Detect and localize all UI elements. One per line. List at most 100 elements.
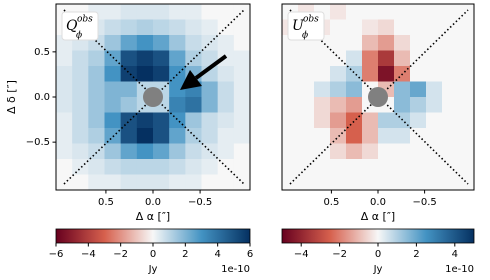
title-main: Q [66,18,78,34]
pixel [330,35,347,51]
pixel [458,174,475,191]
pixel [442,19,459,36]
pixel [72,159,89,175]
pixel [426,81,443,98]
pixel [394,97,411,113]
pixel [346,4,363,20]
pixel [330,4,347,20]
pixel [56,174,73,191]
pixel [346,112,363,129]
pixel [217,81,235,98]
pixel [185,19,202,36]
pixel [346,50,363,67]
pixel [88,50,105,67]
pixel [233,128,251,144]
pixel [136,50,154,67]
pixel [136,4,154,20]
pixel [201,159,219,175]
pixel [201,128,219,144]
colorbar-tick-label: 2 [413,249,419,260]
pixel [442,4,459,20]
pixel [346,97,363,113]
colorbar-tick-label: 4 [214,249,220,260]
pixel [394,143,411,160]
pixel [120,112,138,129]
pixel [410,19,427,36]
colorbar [281,228,475,244]
pixel [217,159,235,175]
pixel [298,143,315,160]
pixel [120,66,138,82]
colorbar-offset: 1e-10 [221,264,250,275]
pixel [201,143,219,160]
pixel [298,174,315,191]
pixel [346,174,363,191]
pixel [153,35,170,51]
pixel [330,112,347,129]
pixel [72,143,89,160]
title-sub: ϕ [76,31,82,41]
pixel [362,112,379,129]
pixel [330,143,347,160]
pixel [378,4,395,20]
x-tick-label: −0.5 [412,197,436,208]
colorbar-label: Jy [148,264,158,275]
pixel [458,159,475,175]
pixel [104,143,122,160]
coronagraph-mask [368,87,388,107]
pixel [394,4,411,20]
pixel [136,174,154,191]
pixel [330,19,347,36]
pixel [426,66,443,82]
pixel [362,19,379,36]
pixel [314,97,331,113]
pixel [233,50,251,67]
pixel [217,128,235,144]
pixel [282,159,299,175]
pixel [217,174,235,191]
pixel [233,97,251,113]
pixel [153,112,170,129]
pixel [282,97,299,113]
pixel [233,112,251,129]
colorbar-tick-label: −2 [332,249,347,260]
pixel [72,174,89,191]
pixel [330,81,347,98]
pixel [72,128,89,144]
pixel [346,66,363,82]
pixel [233,81,251,98]
pixel [120,35,138,51]
y-tick-label: 0.0 [34,92,50,103]
pixel [185,4,202,20]
pixel [410,97,427,113]
title-sub: ϕ [302,31,308,41]
pixel [56,66,73,82]
pixel [104,112,122,129]
pixel [169,143,186,160]
pixel [378,174,395,191]
pixel [120,143,138,160]
pixel [104,4,122,20]
x-tick-label: −0.5 [188,197,212,208]
pixel [426,4,443,20]
x-tick-label: 0.0 [145,197,161,208]
pixel [169,19,186,36]
pixel [298,159,315,175]
pixel [136,19,154,36]
pixel [346,19,363,36]
pixel [426,159,443,175]
pixel [153,50,170,67]
pixel [442,143,459,160]
pixel [394,81,411,98]
pixel [362,159,379,175]
pixel [72,112,89,129]
pixel [346,35,363,51]
pixel [88,174,105,191]
x-tick-label: 0.0 [370,197,386,208]
pixel [56,112,73,129]
pixel [394,174,411,191]
pixel [233,174,251,191]
pixel [88,143,105,160]
pixel [458,128,475,144]
